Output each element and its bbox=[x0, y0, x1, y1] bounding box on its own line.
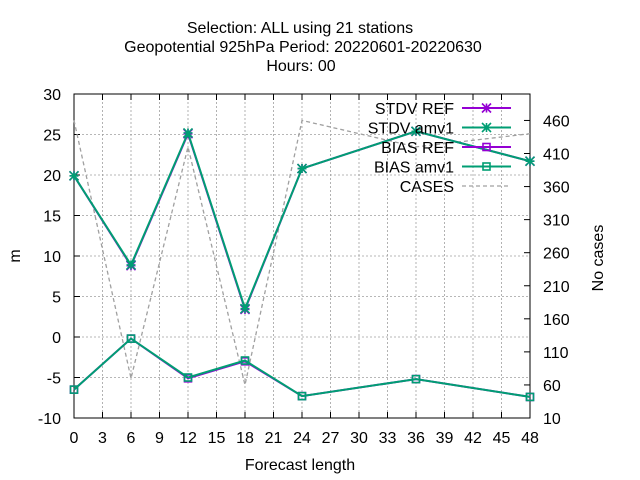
y2-tick-label: 210 bbox=[543, 279, 570, 296]
x-tick-label: 18 bbox=[236, 430, 254, 447]
y-tick-label: 5 bbox=[52, 290, 61, 307]
legend-label: BIAS amv1 bbox=[374, 160, 454, 177]
y2-tick-label: 410 bbox=[543, 147, 570, 164]
data-point-marker bbox=[183, 373, 193, 382]
y2-tick-label: 10 bbox=[543, 411, 561, 428]
data-point-marker bbox=[524, 156, 536, 167]
y2-axis-label: No cases bbox=[590, 225, 607, 292]
series-bias-amv1 bbox=[69, 334, 535, 402]
title-line-1: Selection: ALL using 21 stations bbox=[187, 20, 413, 37]
data-point-marker bbox=[125, 259, 137, 270]
x-tick-label: 30 bbox=[350, 430, 368, 447]
x-tick-label: 24 bbox=[293, 430, 311, 447]
data-point-marker bbox=[410, 126, 422, 137]
x-tick-label: 33 bbox=[379, 430, 397, 447]
y2-tick-label: 310 bbox=[543, 213, 570, 230]
data-point-marker bbox=[297, 391, 307, 401]
data-point-marker bbox=[240, 356, 250, 365]
x-tick-label: 27 bbox=[322, 430, 340, 447]
data-point-marker bbox=[239, 303, 251, 314]
series-cases bbox=[73, 119, 531, 386]
series-line bbox=[73, 337, 531, 398]
data-point-marker bbox=[68, 170, 80, 181]
title-line-2: Geopotential 925hPa Period: 20220601-202… bbox=[124, 39, 482, 56]
y-tick-label: 0 bbox=[52, 330, 61, 347]
y2-tick-label: 160 bbox=[543, 312, 570, 329]
y-tick-label: 30 bbox=[43, 87, 61, 104]
data-point-marker bbox=[296, 163, 308, 174]
x-tick-label: 42 bbox=[464, 430, 482, 447]
x-tick-label: 6 bbox=[127, 430, 136, 447]
x-tick-label: 21 bbox=[265, 430, 283, 447]
x-axis-label: Forecast length bbox=[245, 457, 355, 474]
y-axis-label: m bbox=[7, 249, 24, 262]
x-tick-label: 36 bbox=[407, 430, 425, 447]
y-tick-label: -10 bbox=[38, 411, 61, 428]
y-tick-label: 10 bbox=[43, 249, 61, 266]
chart-title: Selection: ALL using 21 stations Geopote… bbox=[124, 20, 482, 75]
y-tick-label: -5 bbox=[47, 371, 61, 388]
x-tick-label: 3 bbox=[98, 430, 107, 447]
data-point-marker bbox=[126, 334, 136, 343]
y2-tick-label: 460 bbox=[543, 113, 570, 130]
title-line-3: Hours: 00 bbox=[266, 58, 335, 75]
data-point-marker bbox=[525, 392, 535, 402]
y2-axis-ticks: 10 60 110 160 210 260 310 360 410 460 bbox=[524, 113, 570, 428]
y2-tick-label: 260 bbox=[543, 246, 570, 263]
legend-label: CASES bbox=[400, 179, 454, 196]
x-tick-label: 45 bbox=[493, 430, 511, 447]
series-stdv-amv1 bbox=[68, 126, 536, 314]
x-tick-label: 15 bbox=[208, 430, 226, 447]
data-point-marker bbox=[182, 127, 194, 138]
y-tick-label: 25 bbox=[43, 128, 61, 145]
y2-tick-label: 110 bbox=[543, 345, 569, 362]
legend-label: STDV REF bbox=[375, 101, 454, 118]
y2-tick-label: 360 bbox=[543, 180, 570, 197]
legend-swatch-marker bbox=[481, 122, 492, 133]
y-tick-label: 20 bbox=[43, 168, 61, 185]
series-line bbox=[73, 119, 531, 386]
x-tick-label: 12 bbox=[179, 430, 197, 447]
grid bbox=[74, 94, 530, 418]
legend-swatch-marker bbox=[482, 162, 491, 171]
y-axis-ticks: -10 -5 0 5 10 15 20 25 30 bbox=[38, 87, 80, 428]
x-tick-label: 0 bbox=[70, 430, 79, 447]
series-layer bbox=[68, 119, 536, 402]
data-point-marker bbox=[69, 385, 79, 394]
legend-label: STDV amv1 bbox=[368, 121, 454, 138]
legend: STDV REF STDV amv1 BIAS REF BIAS amv1 CASES bbox=[368, 101, 511, 196]
x-tick-label: 48 bbox=[521, 430, 539, 447]
legend-label: BIAS REF bbox=[381, 140, 454, 157]
legend-swatch-marker bbox=[482, 142, 491, 152]
y-tick-label: 15 bbox=[43, 209, 61, 226]
legend-swatch-marker bbox=[481, 102, 492, 114]
data-point-marker bbox=[411, 374, 421, 384]
x-tick-label: 39 bbox=[436, 430, 454, 447]
y2-tick-label: 60 bbox=[543, 378, 561, 395]
x-axis-ticks: 0 3 6 9 12 15 18 21 24 27 30 33 36 39 42 45 48 bbox=[70, 94, 539, 447]
x-tick-label: 9 bbox=[155, 430, 164, 447]
